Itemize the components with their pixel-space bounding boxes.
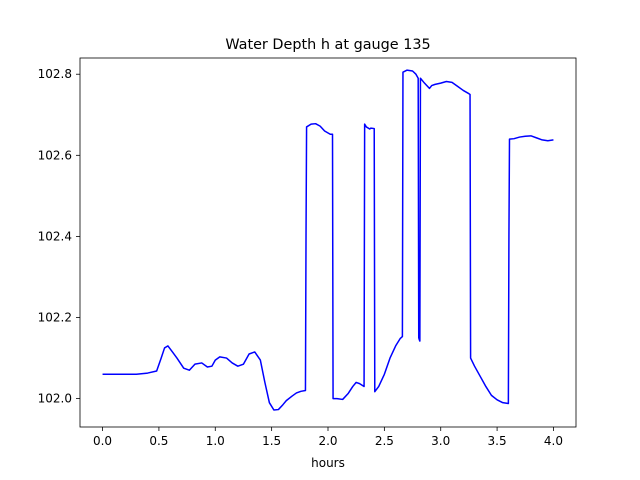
y-tick-label: 102.2 xyxy=(38,311,72,325)
series-layer xyxy=(102,69,554,411)
y-tick-label: 102.4 xyxy=(38,229,72,243)
x-axis-label: hours xyxy=(311,456,345,470)
x-tick-label: 2.5 xyxy=(375,434,394,448)
chart-title: Water Depth h at gauge 135 xyxy=(225,37,430,53)
series-line-0 xyxy=(102,69,554,411)
x-tick-label: 3.5 xyxy=(488,434,507,448)
x-axis: 0.0 0.5 1.0 1.5 2.0 2.5 3.0 3.5 4.0 xyxy=(93,427,563,448)
x-tick-label: 1.5 xyxy=(262,434,281,448)
x-tick-label: 3.0 xyxy=(431,434,450,448)
plot-background xyxy=(80,58,576,427)
plot-area xyxy=(79,57,577,428)
x-tick-label: 4.0 xyxy=(544,434,563,448)
x-tick-label: 0.0 xyxy=(93,434,112,448)
y-tick-label: 102.8 xyxy=(38,67,72,81)
x-tick-label: 0.5 xyxy=(149,434,168,448)
y-tick-label: 102.6 xyxy=(38,148,72,162)
y-axis: 102.0 102.2 102.4 102.6 102.8 xyxy=(38,67,80,406)
x-tick-label: 2.0 xyxy=(318,434,337,448)
y-tick-label: 102.0 xyxy=(38,392,72,406)
x-tick-label: 1.0 xyxy=(206,434,225,448)
